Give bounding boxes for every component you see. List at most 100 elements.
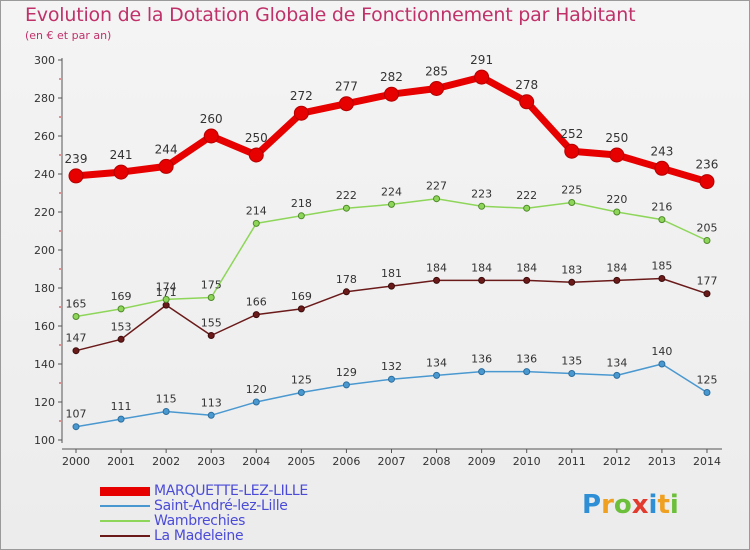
data-label-wambrechies: 222 bbox=[516, 189, 537, 202]
data-point-la-madeleine bbox=[523, 276, 531, 284]
data-label-wambrechies: 174 bbox=[156, 280, 177, 293]
x-tick-label: 2010 bbox=[513, 455, 541, 468]
data-point-marquette bbox=[203, 128, 219, 144]
data-label-wambrechies: 223 bbox=[471, 187, 492, 200]
data-point-la-madeleine bbox=[568, 278, 576, 286]
x-tick-label: 2011 bbox=[558, 455, 586, 468]
data-point-la-madeleine bbox=[162, 301, 170, 309]
y-tick-label: 160 bbox=[34, 320, 55, 333]
data-point-marquette bbox=[338, 96, 354, 112]
data-point-saint-andre bbox=[613, 371, 621, 379]
data-label-la-madeleine: 185 bbox=[651, 260, 672, 273]
data-label-marquette: 250 bbox=[605, 131, 628, 145]
data-label-marquette: 250 bbox=[245, 131, 268, 145]
data-point-marquette bbox=[609, 147, 625, 163]
data-label-saint-andre: 140 bbox=[651, 345, 672, 358]
x-tick-label: 2002 bbox=[152, 455, 180, 468]
data-label-marquette: 236 bbox=[696, 158, 719, 172]
data-label-la-madeleine: 153 bbox=[111, 320, 132, 333]
data-label-la-madeleine: 184 bbox=[471, 261, 492, 274]
data-label-marquette: 260 bbox=[200, 112, 223, 126]
data-point-la-madeleine bbox=[342, 288, 350, 296]
data-label-marquette: 278 bbox=[515, 78, 538, 92]
data-label-la-madeleine: 171 bbox=[156, 286, 177, 299]
legend-swatch-la-madeleine bbox=[100, 535, 150, 537]
data-point-wambrechies bbox=[568, 199, 576, 206]
data-label-saint-andre: 125 bbox=[696, 374, 717, 387]
y-tick-label: 180 bbox=[34, 282, 55, 295]
data-point-la-madeleine bbox=[433, 276, 441, 284]
data-point-wambrechies bbox=[162, 295, 170, 303]
data-point-saint-andre bbox=[703, 389, 711, 396]
data-point-wambrechies bbox=[342, 204, 350, 212]
data-point-saint-andre bbox=[523, 368, 531, 376]
data-point-la-madeleine bbox=[72, 347, 80, 355]
data-point-saint-andre bbox=[117, 415, 125, 423]
data-point-wambrechies bbox=[207, 294, 215, 301]
data-label-la-madeleine: 155 bbox=[201, 317, 222, 330]
y-tick-label: 200 bbox=[34, 244, 55, 257]
data-label-wambrechies: 214 bbox=[246, 204, 267, 217]
data-label-marquette: 282 bbox=[380, 70, 403, 84]
data-point-saint-andre bbox=[658, 360, 666, 368]
y-tick-label: 280 bbox=[34, 92, 55, 105]
y-tick-label: 100 bbox=[34, 434, 55, 447]
legend-swatch-saint-andre bbox=[100, 505, 150, 507]
data-point-saint-andre bbox=[297, 389, 305, 396]
data-label-marquette: 244 bbox=[155, 142, 178, 156]
data-label-la-madeleine: 177 bbox=[696, 275, 717, 288]
x-tick-label: 2014 bbox=[693, 455, 721, 468]
data-label-wambrechies: 169 bbox=[111, 290, 132, 303]
data-label-la-madeleine: 184 bbox=[606, 261, 627, 274]
data-label-saint-andre: 129 bbox=[336, 366, 357, 379]
data-label-wambrechies: 165 bbox=[66, 298, 87, 311]
x-tick-label: 2003 bbox=[197, 455, 225, 468]
data-label-saint-andre: 136 bbox=[516, 353, 537, 366]
data-label-wambrechies: 225 bbox=[561, 184, 582, 197]
y-tick-label: 240 bbox=[34, 168, 55, 181]
legend-swatch-wambrechies bbox=[100, 520, 150, 522]
x-tick-label: 2009 bbox=[468, 455, 496, 468]
data-label-saint-andre: 134 bbox=[426, 356, 447, 369]
data-label-wambrechies: 218 bbox=[291, 197, 312, 210]
y-tick-label: 260 bbox=[34, 130, 55, 143]
data-label-la-madeleine: 183 bbox=[561, 263, 582, 276]
data-label-marquette: 241 bbox=[110, 148, 133, 162]
x-tick-label: 2007 bbox=[377, 455, 405, 468]
data-point-marquette bbox=[519, 94, 535, 110]
y-tick-label: 120 bbox=[34, 396, 55, 409]
data-point-la-madeleine bbox=[297, 305, 305, 313]
data-point-saint-andre bbox=[478, 368, 486, 376]
x-tick-label: 2005 bbox=[287, 455, 315, 468]
data-label-la-madeleine: 184 bbox=[426, 261, 447, 274]
legend-label: Saint-André-lez-Lille bbox=[154, 498, 288, 514]
data-label-la-madeleine: 166 bbox=[246, 296, 267, 309]
chart-subtitle: (en € et par an) bbox=[25, 29, 112, 42]
x-tick-label: 2004 bbox=[242, 455, 270, 468]
data-point-la-madeleine bbox=[207, 332, 215, 339]
data-point-wambrechies bbox=[297, 212, 305, 220]
data-label-wambrechies: 205 bbox=[696, 222, 717, 235]
x-tick-label: 2006 bbox=[332, 455, 360, 468]
data-label-wambrechies: 222 bbox=[336, 189, 357, 202]
data-point-marquette bbox=[699, 174, 715, 190]
x-tick-label: 2012 bbox=[603, 455, 631, 468]
data-label-saint-andre: 111 bbox=[111, 400, 132, 413]
data-point-la-madeleine bbox=[387, 282, 395, 290]
data-label-marquette: 243 bbox=[650, 144, 673, 158]
data-label-marquette: 272 bbox=[290, 89, 313, 103]
legend-label: La Madeleine bbox=[154, 528, 244, 544]
data-label-saint-andre: 115 bbox=[156, 393, 177, 406]
data-point-wambrechies bbox=[658, 216, 666, 224]
data-point-la-madeleine bbox=[703, 290, 711, 298]
data-point-saint-andre bbox=[72, 423, 80, 431]
data-point-saint-andre bbox=[433, 371, 441, 379]
data-point-wambrechies bbox=[523, 204, 531, 212]
data-label-saint-andre: 107 bbox=[66, 408, 87, 421]
legend-swatch-marquette bbox=[100, 487, 150, 496]
data-point-marquette bbox=[248, 147, 264, 163]
proxiti-logo: Proxiti bbox=[582, 490, 679, 520]
legend-label: MARQUETTE-LEZ-LILLE bbox=[154, 483, 308, 499]
